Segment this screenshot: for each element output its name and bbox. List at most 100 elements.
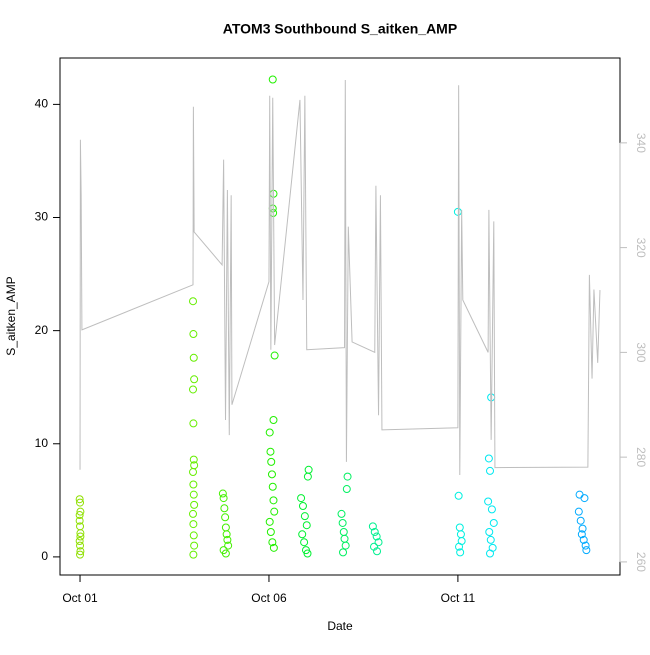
data-point xyxy=(486,549,495,558)
data-point xyxy=(268,538,277,547)
data-point xyxy=(189,330,198,339)
data-point xyxy=(339,528,348,537)
y-tick-label: 0 xyxy=(41,549,48,563)
data-point xyxy=(456,530,465,539)
x-tick-label: Oct 11 xyxy=(441,591,476,605)
data-line xyxy=(79,79,601,475)
data-point xyxy=(265,428,274,437)
data-point xyxy=(76,547,85,556)
data-point xyxy=(372,532,381,541)
data-point xyxy=(487,505,496,514)
data-point xyxy=(484,454,493,463)
data-point xyxy=(485,528,494,537)
data-point xyxy=(189,509,198,518)
y2-tick-label: 320 xyxy=(634,238,648,258)
data-point xyxy=(577,530,586,539)
data-point xyxy=(343,472,352,481)
data-point xyxy=(75,495,84,504)
data-point xyxy=(265,517,274,526)
data-point xyxy=(189,480,198,489)
data-point xyxy=(189,531,198,540)
y2-tick-label: 300 xyxy=(634,342,648,362)
chart-title: ATOM3 Southbound S_aitken_AMP xyxy=(223,21,457,37)
data-point xyxy=(337,509,346,518)
data-point xyxy=(189,385,198,394)
data-point xyxy=(189,419,198,428)
data-point xyxy=(341,541,350,550)
data-point xyxy=(267,470,276,479)
data-point xyxy=(189,468,198,477)
data-point xyxy=(190,541,199,550)
data-point xyxy=(221,523,230,532)
data-point xyxy=(576,516,585,525)
data-point xyxy=(189,353,198,362)
data-point xyxy=(455,542,464,551)
y-tick-label: 10 xyxy=(35,436,49,450)
data-point xyxy=(266,447,275,456)
y-tick-label: 40 xyxy=(35,97,49,111)
data-point xyxy=(76,550,85,559)
plot-box xyxy=(59,57,621,576)
data-point xyxy=(582,546,591,555)
data-point xyxy=(580,494,589,503)
data-point xyxy=(221,513,230,522)
data-point xyxy=(268,75,277,84)
x-axis-label: Date xyxy=(327,619,353,633)
data-point xyxy=(75,511,84,520)
data-point xyxy=(574,507,583,516)
data-point xyxy=(374,538,383,547)
y-axis-label: S_aitken_AMP xyxy=(4,276,18,355)
data-point xyxy=(221,549,230,558)
data-point xyxy=(76,532,85,541)
data-point xyxy=(454,491,463,500)
data-point xyxy=(340,534,349,543)
data-point xyxy=(270,351,279,360)
data-point xyxy=(342,485,351,494)
data-point xyxy=(220,504,229,513)
data-point xyxy=(297,494,306,503)
data-point xyxy=(303,549,312,558)
data-point xyxy=(575,490,584,499)
data-point xyxy=(223,535,232,544)
data-point xyxy=(298,501,307,510)
data-point xyxy=(300,512,309,521)
data-point xyxy=(190,500,199,509)
data-point xyxy=(269,416,278,425)
data-point xyxy=(302,521,311,530)
x-tick-label: Oct 01 xyxy=(62,591,98,605)
data-point xyxy=(456,548,465,557)
data-point xyxy=(304,465,313,474)
data-point xyxy=(269,496,278,505)
data-point xyxy=(75,516,84,525)
data-point xyxy=(268,482,277,491)
data-point xyxy=(455,523,464,532)
data-point xyxy=(189,550,198,559)
data-point xyxy=(338,518,347,527)
data-point xyxy=(222,530,231,539)
data-point xyxy=(189,455,198,464)
data-point xyxy=(218,489,227,498)
y2-tick-label: 280 xyxy=(634,447,648,467)
data-point xyxy=(270,507,279,516)
y-tick-label: 20 xyxy=(35,323,49,337)
data-point xyxy=(581,541,590,550)
data-point xyxy=(486,535,495,544)
y2-tick-label: 260 xyxy=(634,552,648,572)
data-point xyxy=(224,541,233,550)
data-point xyxy=(190,375,199,384)
data-point xyxy=(303,472,312,481)
data-point xyxy=(339,548,348,557)
data-point xyxy=(578,524,587,533)
data-point xyxy=(219,494,228,503)
data-point xyxy=(269,543,278,552)
data-point xyxy=(579,535,588,544)
data-point xyxy=(76,498,85,507)
x-tick-label: Oct 06 xyxy=(251,591,287,605)
data-point xyxy=(373,547,382,556)
data-point xyxy=(189,297,198,306)
data-point xyxy=(267,457,276,466)
data-point xyxy=(75,537,84,546)
data-point xyxy=(76,507,85,516)
data-point xyxy=(489,518,498,527)
